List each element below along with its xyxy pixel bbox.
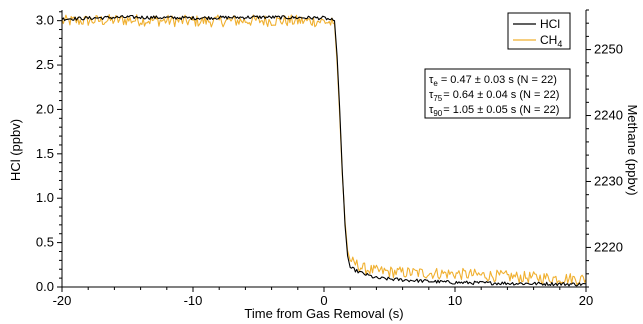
series-line-hcl <box>61 14 587 287</box>
x-tick-label: 10 <box>448 293 462 308</box>
x-tick-label: 0 <box>320 293 327 308</box>
y-left-tick-label: 2.0 <box>36 101 54 116</box>
y-right-tick-label: 2250 <box>594 42 623 57</box>
time-constant-annotation: τe = 0.47 ± 0.03 s (N = 22) τ75= 0.64 ± 0… <box>424 68 571 119</box>
x-tick-label: -20 <box>53 293 72 308</box>
annotation-box <box>424 68 571 119</box>
series-line-ch4 <box>61 14 587 286</box>
series-layer <box>61 14 587 287</box>
legend-ch4-label: CH4 <box>540 33 562 49</box>
y-left-axis-title: HCl (ppbv) <box>8 119 23 181</box>
axes-layer: -20 -10 0 10 20 0.0 0.5 1.0 1.5 2.0 2.5 3.0 2220 2230… <box>36 9 623 308</box>
legend-ch4-name: CH <box>540 33 557 47</box>
y-right-tick-label: 2220 <box>594 239 623 254</box>
y-left-tick-label: 2.5 <box>36 57 54 72</box>
x-tick-label: -10 <box>184 293 203 308</box>
legend-ch4-subscript: 4 <box>557 39 562 49</box>
legend-hcl-label: HCl <box>540 17 560 31</box>
y-left-tick-label: 1.5 <box>36 146 54 161</box>
y-left-tick-label: 3.0 <box>36 13 54 28</box>
legend-box <box>507 12 571 50</box>
x-tick-label: 20 <box>579 293 593 308</box>
y-right-axis-title: Methane (ppbv) <box>625 104 640 195</box>
x-axis-title: Time from Gas Removal (s) <box>244 306 403 321</box>
y-left-tick-label: 1.0 <box>36 190 54 205</box>
y-left-tick-label: 0.5 <box>36 235 54 250</box>
y-left-tick-label: 0.0 <box>36 279 54 294</box>
y-right-tick-label: 2230 <box>594 173 623 188</box>
annotation-line-2: τ75= 0.64 ± 0.04 s (N = 22) <box>429 89 559 103</box>
y-right-tick-label: 2240 <box>594 108 623 123</box>
legend: HCl CH4 <box>507 12 571 50</box>
annotation-line-3: τ90= 1.05 ± 0.05 s (N = 22) <box>429 104 559 118</box>
annotation-line-1: τe = 0.47 ± 0.03 s (N = 22) <box>429 74 557 88</box>
